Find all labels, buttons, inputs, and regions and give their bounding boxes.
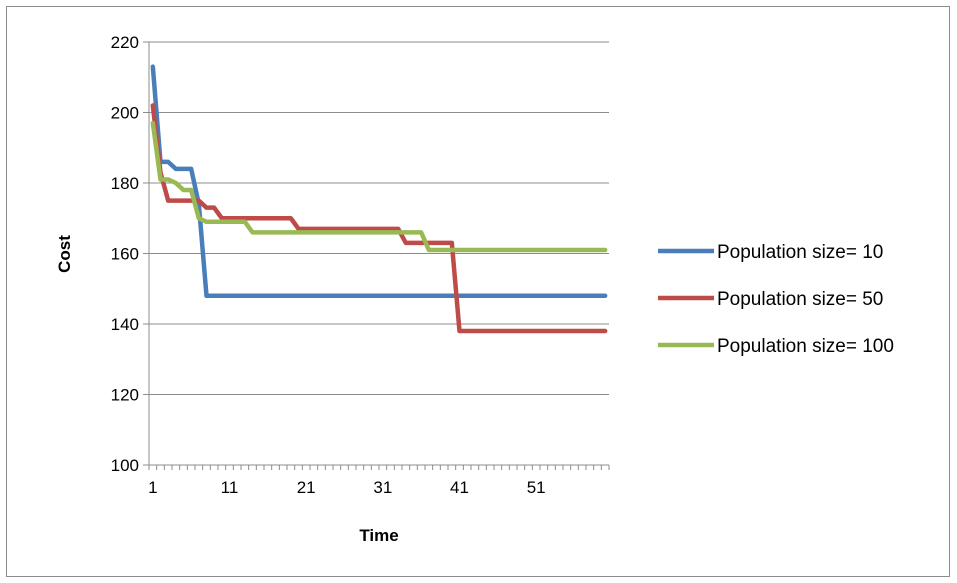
x-tick-label: 51 <box>527 478 546 497</box>
x-tick-label: 21 <box>297 478 316 497</box>
chart-area: 100 120 140 160 180 200 220 1 11 21 31 41 51 Cost Ti… <box>6 6 950 577</box>
y-tick-label: 160 <box>111 245 139 264</box>
x-tick-label: 31 <box>373 478 392 497</box>
series-line-1 <box>150 64 608 299</box>
y-tick-label: 200 <box>111 104 139 123</box>
legend-label-1: Population size= 10 <box>717 242 883 263</box>
x-tick-label: 11 <box>221 478 239 497</box>
y-tick-label: 140 <box>111 315 139 334</box>
legend: Population size= 10 Population size= 50 Po… <box>658 242 894 357</box>
legend-label-2: Population size= 50 <box>717 289 883 310</box>
series-line-2 <box>150 103 608 334</box>
y-tick-label: 180 <box>111 174 139 193</box>
x-tick-label: 1 <box>148 478 157 497</box>
legend-label-3: Population size= 100 <box>717 336 894 357</box>
y-tick-label: 100 <box>111 456 139 475</box>
x-axis-title: Time <box>359 526 398 545</box>
gridlines <box>149 41 609 395</box>
series-line-3 <box>150 120 608 253</box>
y-axis-title: Cost <box>55 235 74 273</box>
x-tick-label: 41 <box>450 478 469 497</box>
y-tick-label: 220 <box>111 33 139 52</box>
y-tick-label: 120 <box>111 386 139 405</box>
series-lines <box>150 64 608 334</box>
